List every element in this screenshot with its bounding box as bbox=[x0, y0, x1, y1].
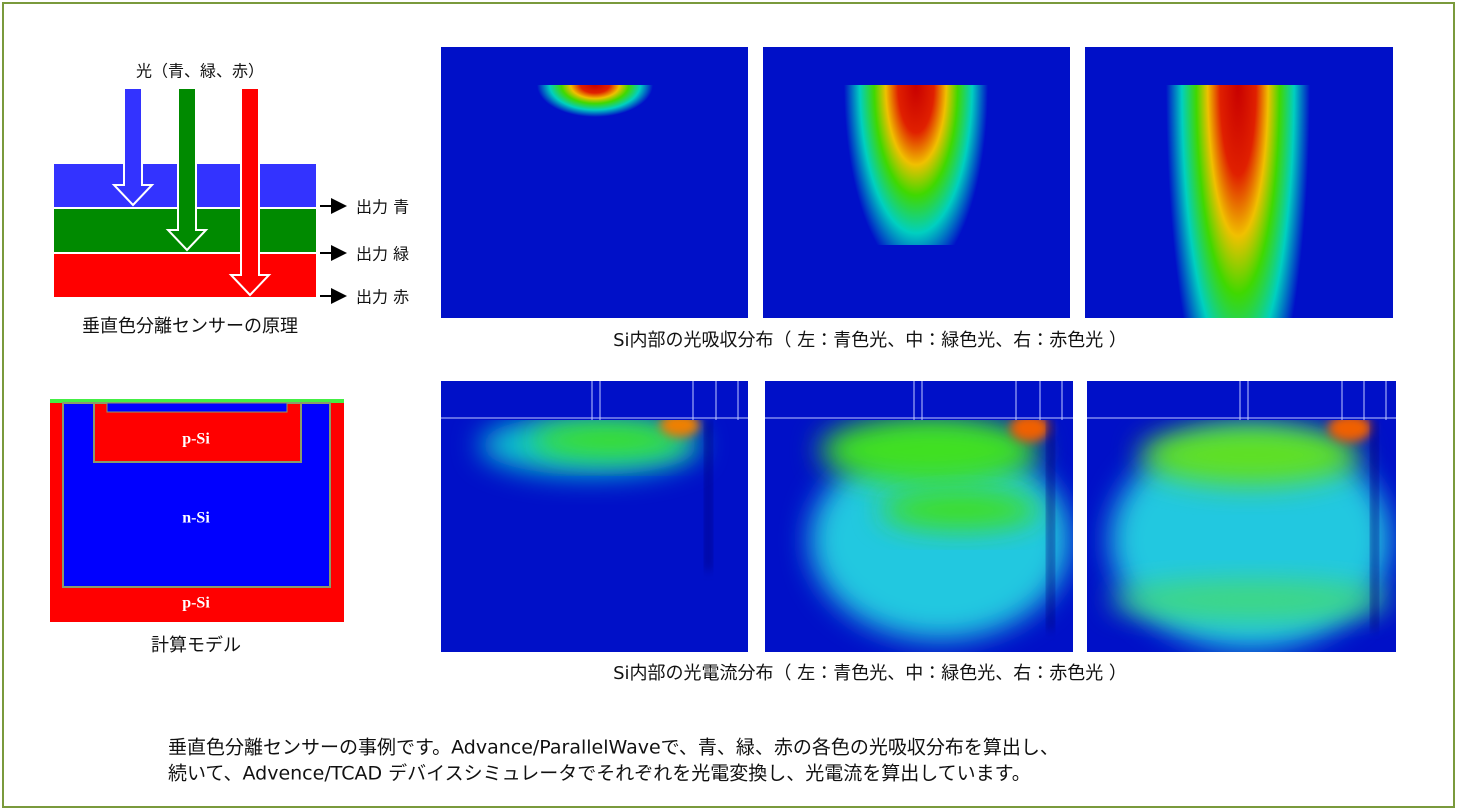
red-layer bbox=[54, 254, 316, 297]
region-label: p-Si bbox=[182, 431, 210, 448]
description: 続いて、Advence/TCAD デバイスシミュレータでそれぞれを光電変換し、光… bbox=[168, 763, 1031, 785]
output-label: 出力 緑 bbox=[356, 245, 409, 264]
current-maps: Si内部の光電流分布（ 左：青色光、中：緑色光、右：赤色光 ） bbox=[441, 381, 1396, 684]
n-contact bbox=[107, 403, 287, 412]
output-label: 出力 青 bbox=[356, 198, 409, 217]
current-field bbox=[810, 414, 1070, 640]
caption: Si内部の光電流分布（ 左：青色光、中：緑色光、右：赤色光 ） bbox=[613, 663, 1127, 684]
caption: 垂直色分離センサーの原理 bbox=[82, 316, 298, 337]
region-label: n-Si bbox=[182, 510, 210, 527]
caption: 計算モデル bbox=[151, 635, 241, 656]
light-label: 光（青、緑、赤） bbox=[136, 62, 264, 81]
calc-model: p-Si n-Si p-Si 計算モデル bbox=[50, 399, 344, 656]
caption: Si内部の光吸収分布（ 左：青色光、中：緑色光、右：赤色光 ） bbox=[613, 330, 1127, 351]
current-field bbox=[1110, 414, 1390, 650]
region-label: p-Si bbox=[182, 595, 210, 612]
description: 垂直色分離センサーの事例です。Advance/ParallelWaveで、青、緑… bbox=[168, 737, 1059, 759]
output-label: 出力 赤 bbox=[356, 288, 409, 307]
page: 光（青、緑、赤） 出力 青 出力 緑 出力 赤 垂直色分離センサーの原理 p-S… bbox=[0, 0, 1458, 811]
